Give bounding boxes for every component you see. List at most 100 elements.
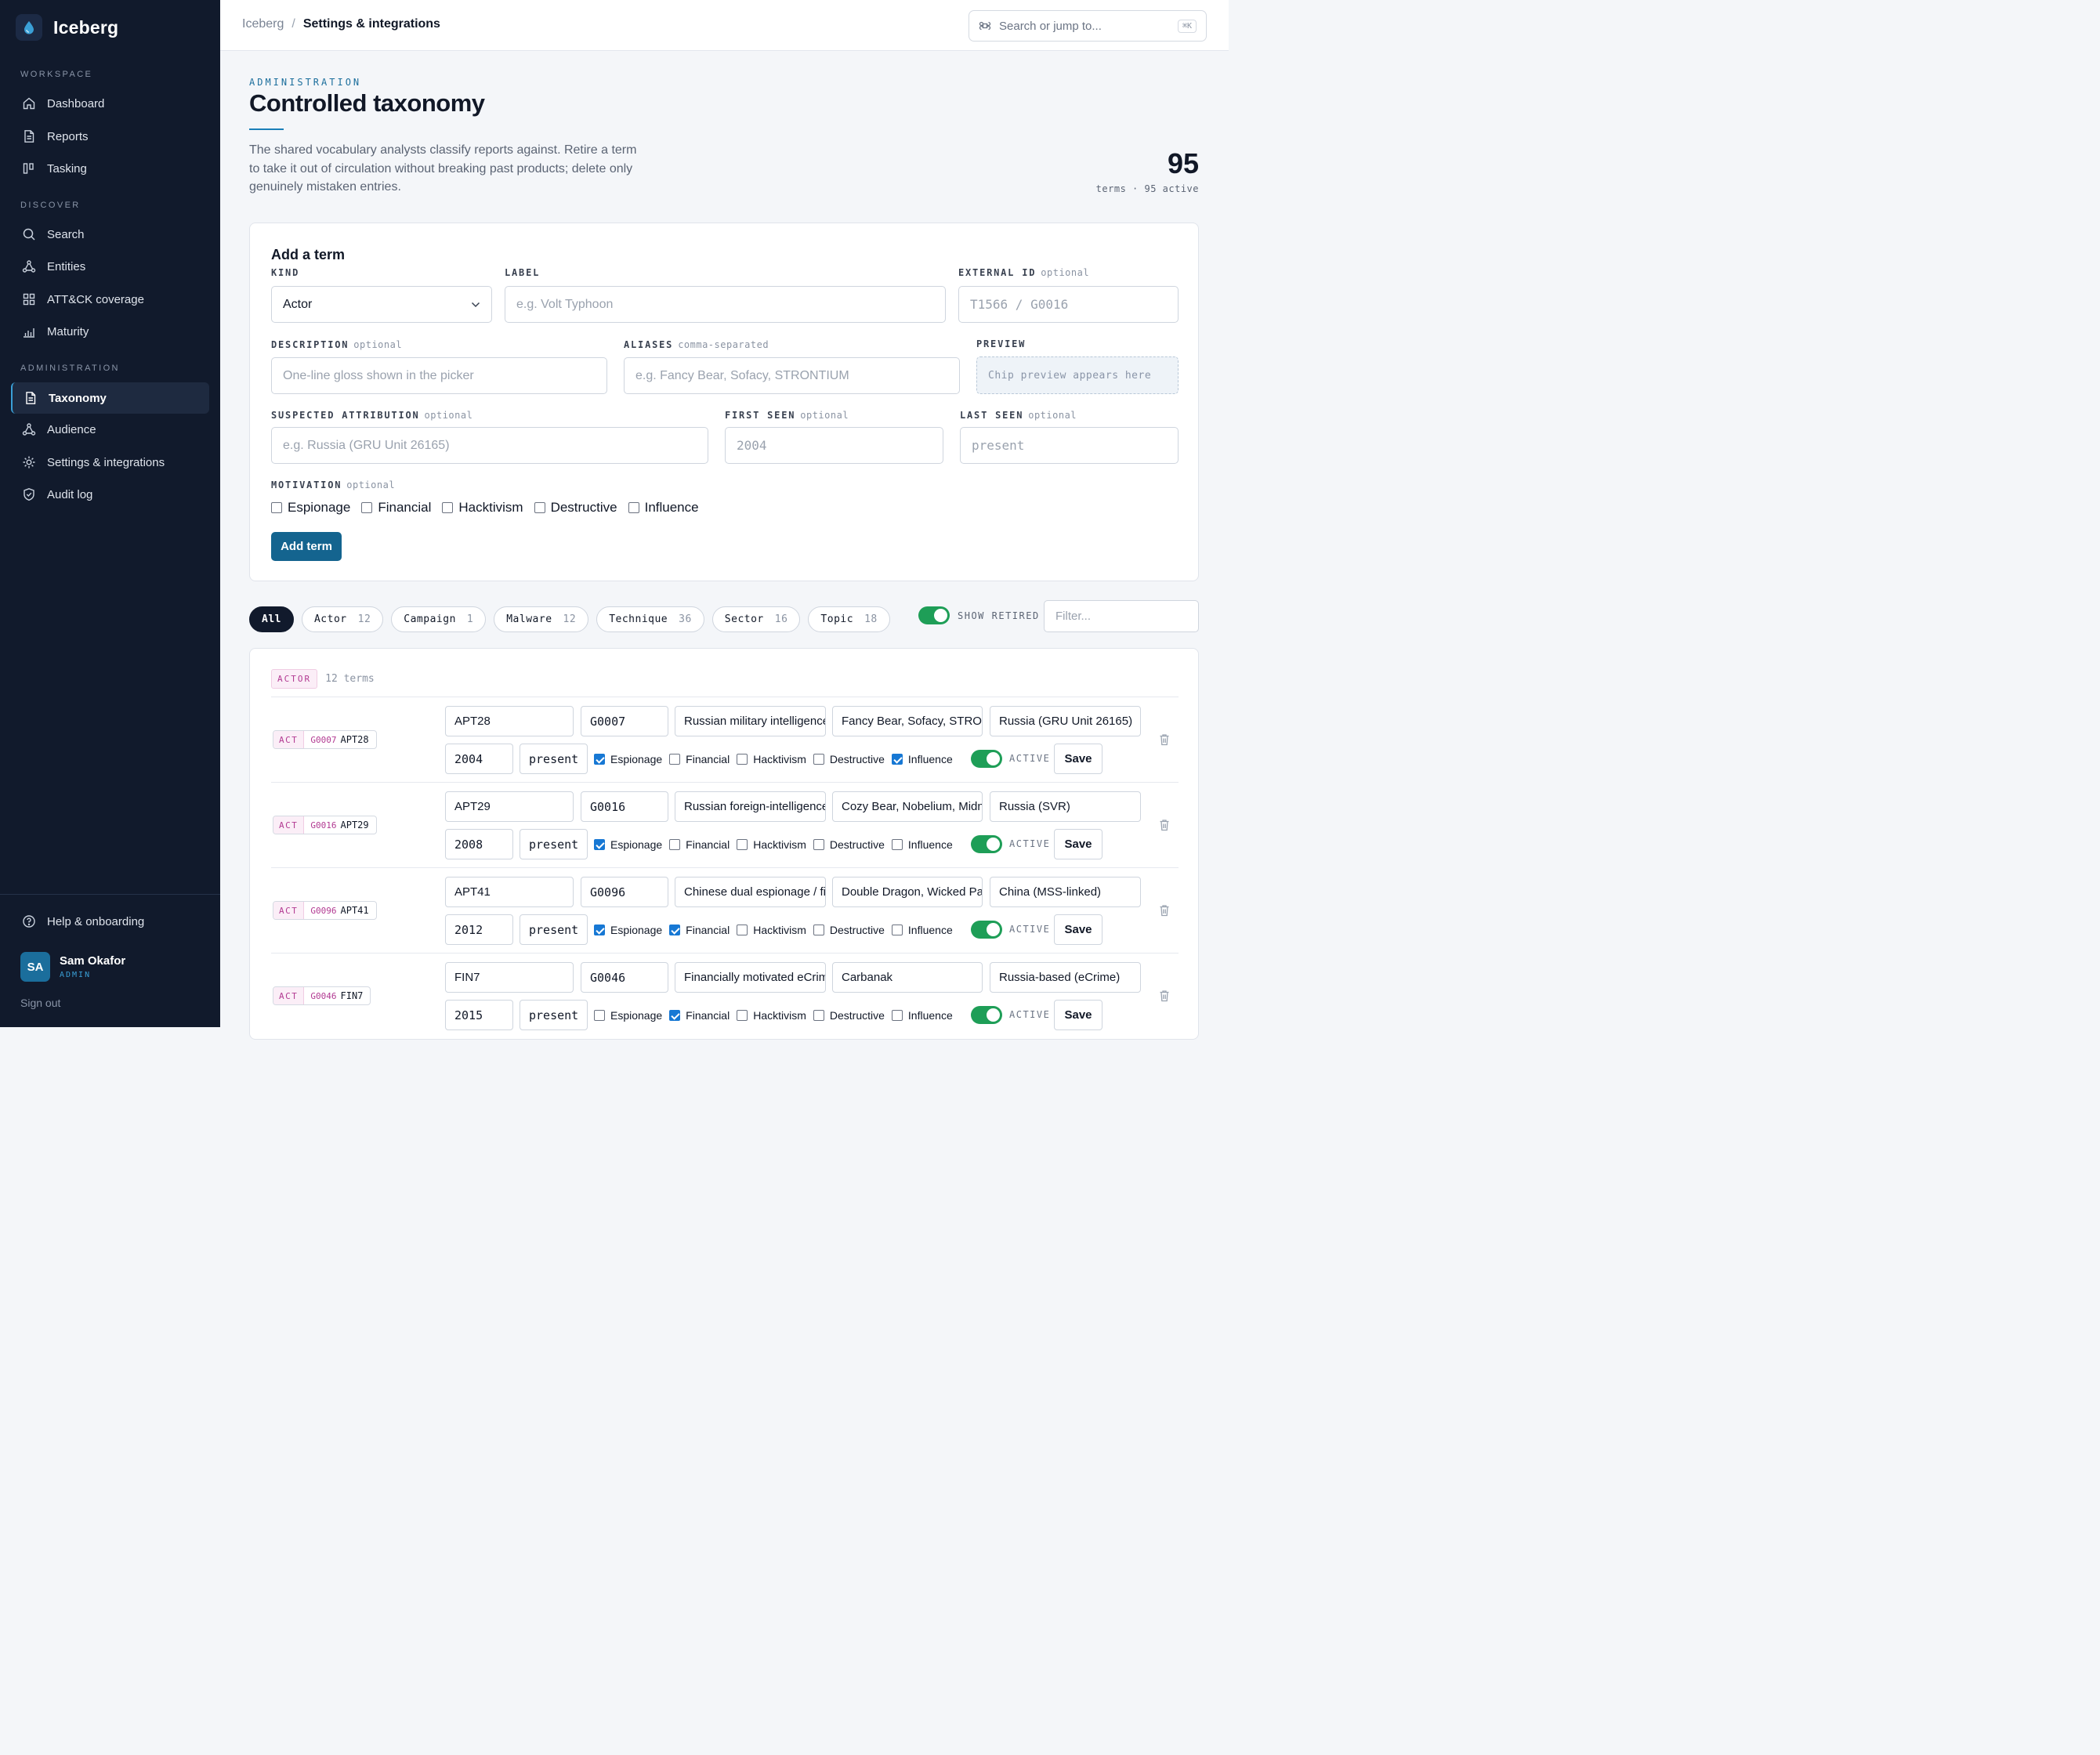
row-external-id-input[interactable]: G0046 <box>581 962 668 993</box>
nav-item-maturity[interactable]: Maturity <box>11 316 209 347</box>
motivation-destructive-checkbox[interactable]: Destructive <box>534 500 617 516</box>
row-external-id-input[interactable]: G0096 <box>581 877 668 907</box>
trash-icon[interactable] <box>1159 733 1170 746</box>
row-motivation-hacktivism-checkbox[interactable]: Hacktivism <box>737 924 806 936</box>
external-id-input[interactable]: T1566 / G0016 <box>958 286 1179 323</box>
motivation-espionage-checkbox[interactable]: Espionage <box>271 500 350 516</box>
tab-campaign[interactable]: Campaign 1 <box>391 606 487 632</box>
row-motivation-espionage-checkbox[interactable]: Espionage <box>594 838 662 851</box>
brand[interactable]: Iceberg <box>16 14 118 41</box>
add-term-button[interactable]: Add term <box>271 532 342 561</box>
row-motivation-destructive-checkbox[interactable]: Destructive <box>813 924 885 936</box>
nav-item-attack-coverage[interactable]: ATT&CK coverage <box>11 284 209 315</box>
trash-icon[interactable] <box>1159 904 1170 917</box>
row-active-toggle[interactable] <box>971 1006 1002 1024</box>
row-motivation-influence-checkbox[interactable]: Influence <box>891 838 953 851</box>
row-motivation-financial-checkbox[interactable]: Financial <box>669 924 730 936</box>
row-active-toggle[interactable] <box>971 921 1002 939</box>
row-aliases-input[interactable]: Double Dragon, Wicked Panda <box>832 877 983 907</box>
row-description-input[interactable]: Financially motivated eCrime group <box>675 962 826 993</box>
row-motivation-hacktivism-checkbox[interactable]: Hacktivism <box>737 753 806 765</box>
row-last-seen-input[interactable]: present <box>520 744 588 774</box>
tab-actor[interactable]: Actor 12 <box>301 606 384 632</box>
row-first-seen-input[interactable]: 2015 <box>445 1000 513 1030</box>
row-label-input[interactable]: FIN7 <box>445 962 574 993</box>
row-motivation-espionage-checkbox[interactable]: Espionage <box>594 924 662 936</box>
show-retired-toggle[interactable] <box>918 606 950 624</box>
nav-item-reports[interactable]: Reports <box>11 121 209 152</box>
row-motivation-destructive-checkbox[interactable]: Destructive <box>813 838 885 851</box>
row-motivation-hacktivism-checkbox[interactable]: Hacktivism <box>737 1009 806 1022</box>
row-motivation-destructive-checkbox[interactable]: Destructive <box>813 753 885 765</box>
nav-item-help[interactable]: Help & onboarding <box>11 906 209 937</box>
row-save-button[interactable]: Save <box>1054 914 1102 945</box>
row-motivation-financial-checkbox[interactable]: Financial <box>669 838 730 851</box>
motivation-hacktivism-checkbox[interactable]: Hacktivism <box>442 500 523 516</box>
row-last-seen-input[interactable]: present <box>520 1000 588 1030</box>
row-attribution-input[interactable]: Russia (SVR) <box>990 791 1141 822</box>
term-chip[interactable]: ACT G0007 APT28 <box>273 730 377 749</box>
row-first-seen-input[interactable]: 2012 <box>445 914 513 945</box>
row-motivation-influence-checkbox[interactable]: Influence <box>891 924 953 936</box>
row-description-input[interactable]: Russian foreign-intelligence service <box>675 791 826 822</box>
nav-item-audience[interactable]: Audience <box>11 414 209 445</box>
row-last-seen-input[interactable]: present <box>520 829 588 859</box>
row-save-button[interactable]: Save <box>1054 1000 1102 1030</box>
tab-malware[interactable]: Malware 12 <box>494 606 589 632</box>
row-first-seen-input[interactable]: 2004 <box>445 744 513 774</box>
row-external-id-input[interactable]: G0007 <box>581 706 668 736</box>
row-active-toggle[interactable] <box>971 835 1002 853</box>
nav-item-audit-log[interactable]: Audit log <box>11 479 209 510</box>
row-motivation-financial-checkbox[interactable]: Financial <box>669 1009 730 1022</box>
nav-item-entities[interactable]: Entities <box>11 251 209 282</box>
aliases-input[interactable]: e.g. Fancy Bear, Sofacy, STRONTIUM <box>624 357 960 394</box>
attribution-input[interactable]: e.g. Russia (GRU Unit 26165) <box>271 427 708 464</box>
row-attribution-input[interactable]: Russia-based (eCrime) <box>990 962 1141 993</box>
row-external-id-input[interactable]: G0016 <box>581 791 668 822</box>
kind-select[interactable]: Actor <box>271 286 492 323</box>
nav-item-search[interactable]: Search <box>11 219 209 250</box>
sign-out-link[interactable]: Sign out <box>20 997 61 1009</box>
term-chip[interactable]: ACT G0046 FIN7 <box>273 986 371 1005</box>
nav-item-settings[interactable]: Settings & integrations <box>11 447 209 478</box>
filter-input[interactable]: Filter... <box>1044 600 1199 632</box>
breadcrumb-root[interactable]: Iceberg <box>242 17 284 31</box>
row-first-seen-input[interactable]: 2008 <box>445 829 513 859</box>
row-aliases-input[interactable]: Fancy Bear, Sofacy, STRONTIUM <box>832 706 983 736</box>
tab-sector[interactable]: Sector 16 <box>711 606 801 632</box>
row-description-input[interactable]: Chinese dual espionage / financial <box>675 877 826 907</box>
trash-icon[interactable] <box>1159 819 1170 831</box>
row-save-button[interactable]: Save <box>1054 829 1102 859</box>
term-chip[interactable]: ACT G0016 APT29 <box>273 816 377 834</box>
row-description-input[interactable]: Russian military intelligence <box>675 706 826 736</box>
first-seen-input[interactable]: 2004 <box>725 427 943 464</box>
row-active-toggle[interactable] <box>971 750 1002 768</box>
row-label-input[interactable]: APT41 <box>445 877 574 907</box>
user-profile[interactable]: SA Sam Okafor ADMIN <box>20 952 125 982</box>
row-motivation-influence-checkbox[interactable]: Influence <box>891 1009 953 1022</box>
motivation-influence-checkbox[interactable]: Influence <box>628 500 699 516</box>
row-aliases-input[interactable]: Cozy Bear, Nobelium, Midnight Blizzard <box>832 791 983 822</box>
label-input[interactable]: e.g. Volt Typhoon <box>505 286 946 323</box>
last-seen-input[interactable]: present <box>960 427 1179 464</box>
nav-item-tasking[interactable]: Tasking <box>11 153 209 184</box>
motivation-financial-checkbox[interactable]: Financial <box>361 500 431 516</box>
tab-all[interactable]: All <box>249 606 294 632</box>
nav-item-taxonomy[interactable]: Taxonomy <box>11 382 209 414</box>
global-search-input[interactable]: Search or jump to... ⌘K <box>969 10 1207 42</box>
tab-topic[interactable]: Topic 18 <box>808 606 890 632</box>
row-motivation-financial-checkbox[interactable]: Financial <box>669 753 730 765</box>
row-motivation-espionage-checkbox[interactable]: Espionage <box>594 753 662 765</box>
row-save-button[interactable]: Save <box>1054 744 1102 774</box>
tab-technique[interactable]: Technique 36 <box>596 606 704 632</box>
row-motivation-influence-checkbox[interactable]: Influence <box>891 753 953 765</box>
description-input[interactable]: One-line gloss shown in the picker <box>271 357 607 394</box>
row-last-seen-input[interactable]: present <box>520 914 588 945</box>
nav-item-dashboard[interactable]: Dashboard <box>11 88 209 119</box>
row-aliases-input[interactable]: Carbanak <box>832 962 983 993</box>
row-motivation-hacktivism-checkbox[interactable]: Hacktivism <box>737 838 806 851</box>
row-attribution-input[interactable]: China (MSS-linked) <box>990 877 1141 907</box>
row-label-input[interactable]: APT28 <box>445 706 574 736</box>
term-chip[interactable]: ACT G0096 APT41 <box>273 901 377 920</box>
row-attribution-input[interactable]: Russia (GRU Unit 26165) <box>990 706 1141 736</box>
